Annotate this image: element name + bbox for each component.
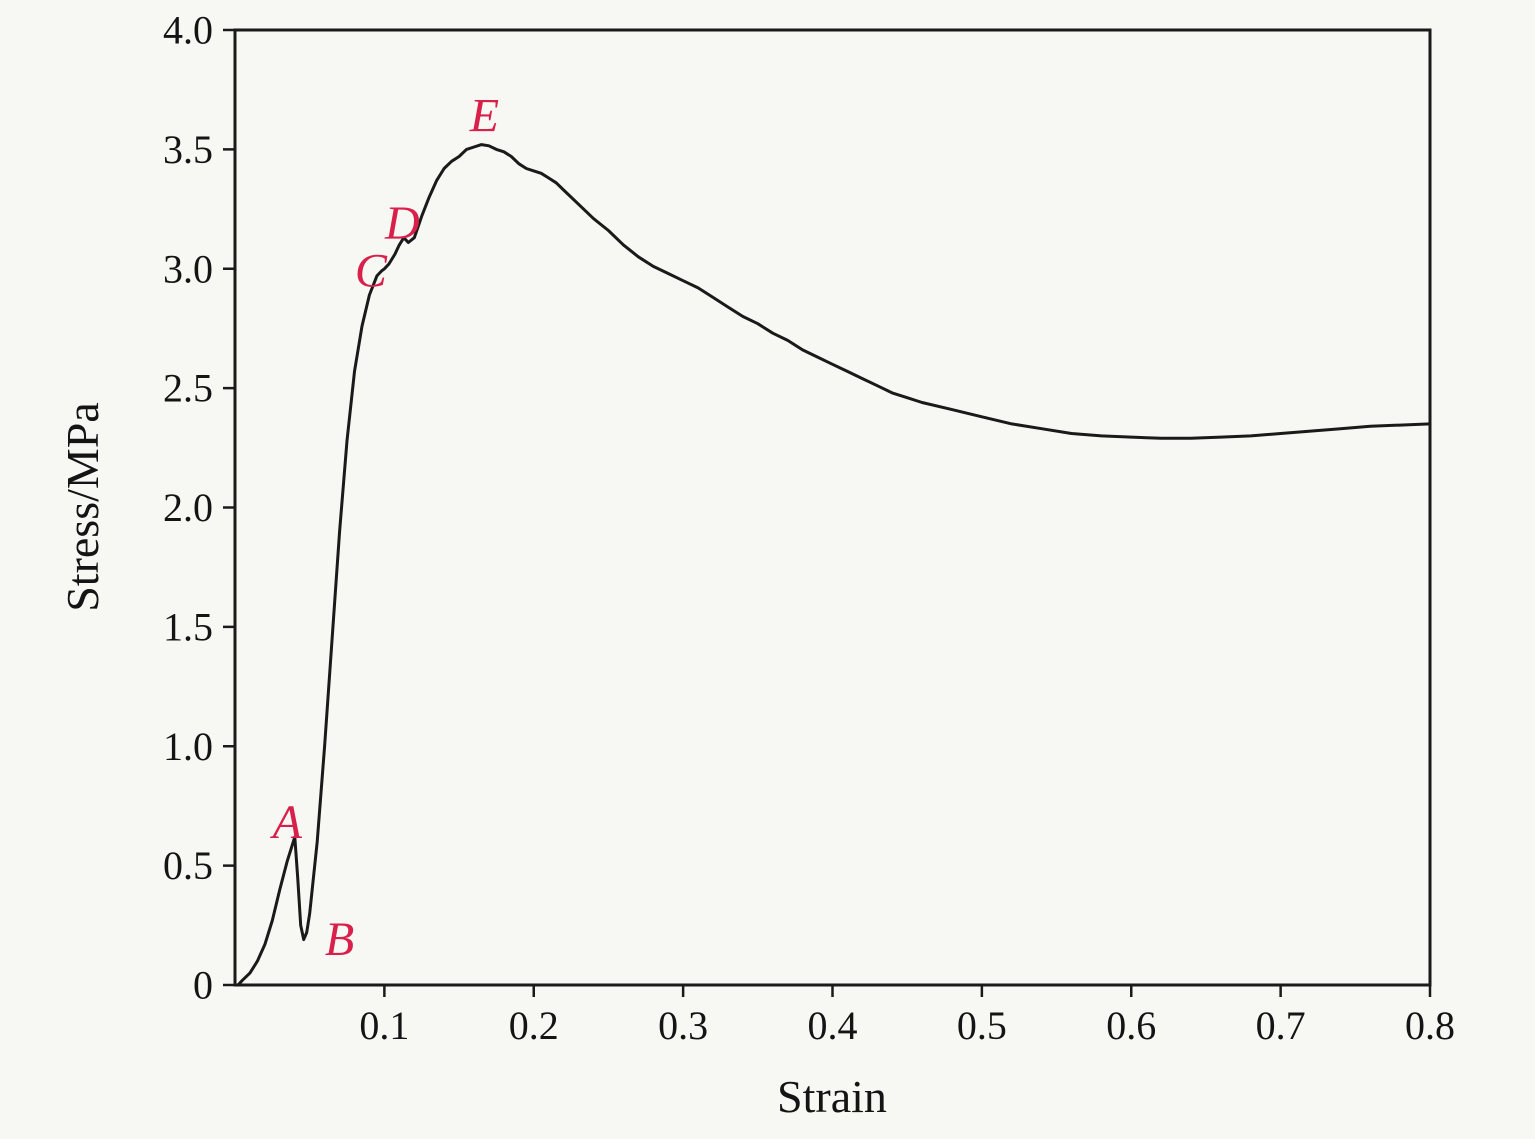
x-tick-label: 0.8 bbox=[1405, 1003, 1455, 1048]
x-axis-label: Strain bbox=[777, 1071, 887, 1122]
y-tick-label: 2.5 bbox=[163, 366, 213, 411]
y-tick-label: 0 bbox=[193, 963, 213, 1008]
x-tick-label: 0.7 bbox=[1256, 1003, 1306, 1048]
x-tick-label: 0.1 bbox=[359, 1003, 409, 1048]
plot-frame bbox=[233, 28, 1432, 987]
stress-strain-curve bbox=[236, 143, 1432, 987]
y-tick-label: 1.5 bbox=[163, 604, 213, 649]
point-label-D: D bbox=[384, 197, 420, 250]
x-tick-label: 0.5 bbox=[957, 1003, 1007, 1048]
x-tick-label: 0.6 bbox=[1106, 1003, 1156, 1048]
point-label-B: B bbox=[325, 913, 354, 966]
point-label-E: E bbox=[469, 89, 499, 142]
point-label-C: C bbox=[355, 245, 388, 298]
y-tick-label: 3.5 bbox=[163, 127, 213, 172]
y-tick-label: 1.0 bbox=[163, 724, 213, 769]
y-tick-label: 2.0 bbox=[163, 485, 213, 530]
y-tick-label: 4.0 bbox=[163, 8, 213, 53]
x-tick-label: 0.2 bbox=[509, 1003, 559, 1048]
y-tick-label: 0.5 bbox=[163, 843, 213, 888]
x-tick-label: 0.3 bbox=[658, 1003, 708, 1048]
y-axis-label: Stress/MPa bbox=[57, 402, 108, 612]
y-tick-label: 3.0 bbox=[163, 246, 213, 291]
point-label-A: A bbox=[270, 796, 303, 849]
x-tick-label: 0.4 bbox=[808, 1003, 858, 1048]
